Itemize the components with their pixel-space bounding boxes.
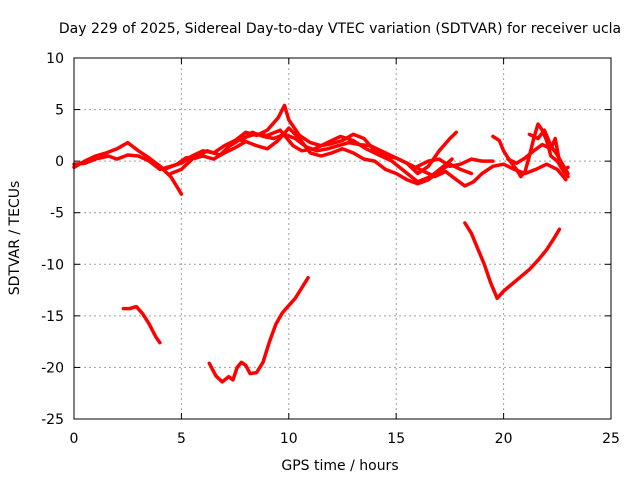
x-tick-label: 0	[70, 431, 79, 447]
y-tick-label: 10	[46, 51, 64, 67]
x-tick-label: 20	[495, 431, 513, 447]
x-axis-label: GPS time / hours	[281, 458, 398, 474]
series-sat-i	[527, 128, 570, 176]
y-tick-label: -5	[50, 206, 64, 222]
data-series	[72, 103, 570, 384]
axis-ticks: 0 5 10 15 20 25 -25 -20 -15 -10 -5 0 5 10	[41, 51, 620, 447]
chart-title: Day 229 of 2025, Sidereal Day-to-day VTE…	[59, 21, 621, 37]
x-tick-label: 10	[280, 431, 298, 447]
y-tick-label: -10	[41, 257, 64, 273]
series-sat-j	[121, 304, 162, 345]
x-tick-label: 15	[387, 431, 405, 447]
series-sat-g	[491, 122, 570, 179]
y-tick-label: -25	[41, 412, 64, 428]
y-axis-label: SDTVAR / TECUs	[7, 181, 23, 296]
y-tick-label: -15	[41, 309, 64, 325]
series-sat-k	[207, 275, 310, 384]
y-tick-label: 0	[55, 154, 64, 170]
series-sat-b	[72, 103, 459, 176]
series-sat-f	[415, 157, 495, 169]
y-tick-label: -20	[41, 360, 64, 376]
x-tick-label: 5	[177, 431, 186, 447]
grid-lines	[74, 58, 611, 419]
x-tick-label: 25	[602, 431, 620, 447]
series-sat-e	[239, 130, 568, 188]
y-tick-label: 5	[55, 103, 64, 119]
series-sat-d	[168, 126, 474, 186]
series-sat-a	[72, 140, 184, 196]
plot-frame	[73, 57, 612, 420]
series-sat-l	[463, 221, 562, 301]
